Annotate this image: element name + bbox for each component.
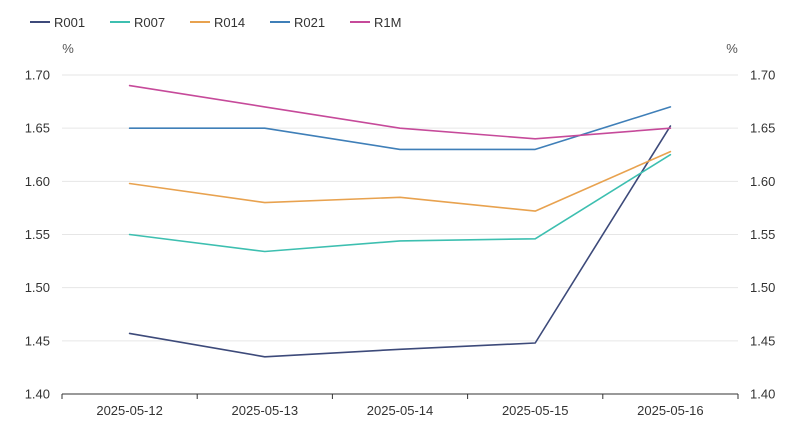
y-tick-left: 1.60: [25, 174, 50, 189]
x-tick-label: 2025-05-16: [637, 403, 704, 418]
legend-label: R021: [294, 15, 325, 30]
series-lines: [128, 84, 672, 358]
y-tick-right: 1.40: [750, 387, 775, 402]
legend-label: R1M: [374, 15, 401, 30]
y-tick-right: 1.45: [750, 333, 775, 348]
y-tick-left: 1.50: [25, 280, 50, 295]
y-tick-right: 1.50: [750, 280, 775, 295]
series-line-r007: [128, 153, 672, 253]
y-tick-right: 1.70: [750, 68, 775, 83]
legend-label: R001: [54, 15, 85, 30]
legend-item-r021[interactable]: R021: [270, 15, 325, 30]
y-tick-left: 1.70: [25, 68, 50, 83]
legend-item-r007[interactable]: R007: [110, 15, 165, 30]
x-tick-label: 2025-05-13: [232, 403, 299, 418]
y-tick-left: 1.55: [25, 227, 50, 242]
y-tick-left: 1.65: [25, 121, 50, 136]
series-line-r014: [128, 150, 672, 212]
axes: 1.70 1.70 1.65 1.65 1.60 1.60 1.55 1.55 1.50 1.50…: [25, 68, 776, 419]
grid-lines: [62, 74, 738, 342]
legend-item-r014[interactable]: R014: [190, 15, 245, 30]
y-tick-right: 1.55: [750, 227, 775, 242]
y-tick-left: 1.45: [25, 333, 50, 348]
y-tick-right: 1.60: [750, 174, 775, 189]
legend-item-r001[interactable]: R001: [30, 15, 85, 30]
series-line-r001: [128, 125, 672, 358]
x-tick-label: 2025-05-14: [367, 403, 434, 418]
legend-item-r1m[interactable]: R1M: [350, 15, 401, 30]
series-line-r1m: [128, 84, 672, 140]
left-unit-label: %: [62, 41, 74, 56]
legend-label: R014: [214, 15, 245, 30]
legend-label: R007: [134, 15, 165, 30]
x-tick-label: 2025-05-12: [96, 403, 163, 418]
legend[interactable]: R001 R007 R014 R021 R1M: [30, 15, 401, 30]
x-tick-label: 2025-05-15: [502, 403, 569, 418]
right-unit-label: %: [726, 41, 738, 56]
y-tick-left: 1.40: [25, 387, 50, 402]
y-tick-right: 1.65: [750, 121, 775, 136]
